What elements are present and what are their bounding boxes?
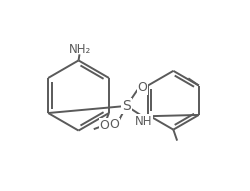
Text: O: O	[137, 81, 147, 94]
Text: S: S	[122, 99, 131, 113]
Text: O: O	[109, 118, 119, 131]
Text: NH: NH	[135, 115, 153, 128]
Text: O: O	[99, 119, 109, 132]
Text: NH₂: NH₂	[69, 44, 92, 57]
